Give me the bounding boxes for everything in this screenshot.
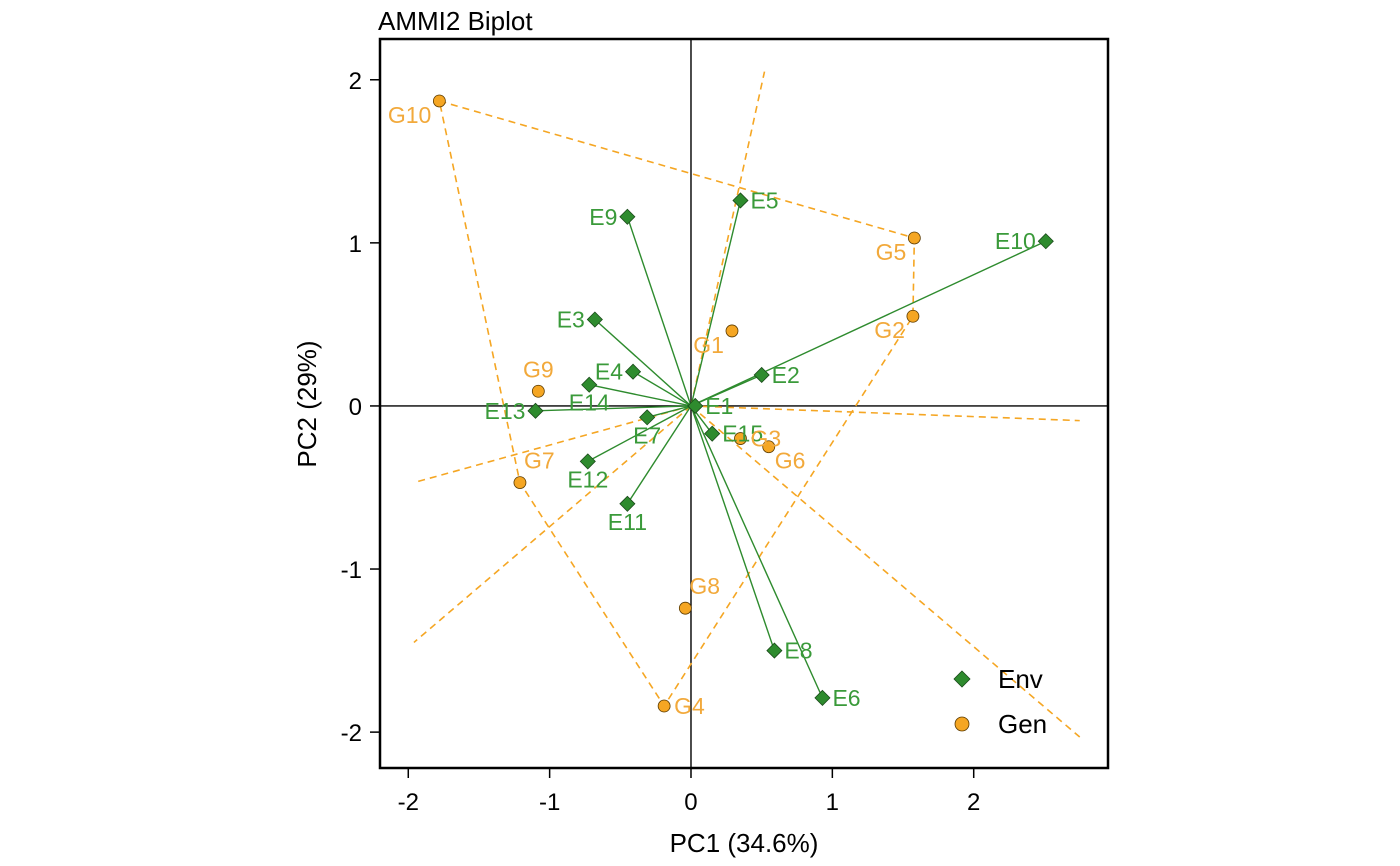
sector-ray-1 bbox=[690, 71, 766, 407]
sector-ray-3 bbox=[690, 405, 1081, 738]
env-point-e8 bbox=[766, 642, 783, 659]
env-label-e10: E10 bbox=[995, 228, 1036, 254]
env-label-e12: E12 bbox=[567, 466, 608, 492]
gen-label-g8: G8 bbox=[689, 573, 720, 599]
env-point-e10 bbox=[1037, 233, 1054, 250]
x-tick-label-3: 1 bbox=[826, 789, 839, 816]
x-tick-label-0: -2 bbox=[398, 789, 419, 816]
env-vector-e4 bbox=[632, 371, 692, 407]
legend-env-marker bbox=[953, 670, 971, 688]
env-label-e9: E9 bbox=[589, 204, 617, 230]
env-point-e12 bbox=[579, 453, 596, 470]
env-label-e1: E1 bbox=[705, 393, 733, 419]
env-vector-e5 bbox=[690, 200, 742, 407]
env-label-e2: E2 bbox=[772, 362, 800, 388]
env-vector-e11 bbox=[626, 405, 692, 505]
env-vector-e10 bbox=[690, 240, 1047, 407]
gen-point-g7 bbox=[513, 476, 527, 489]
x-tick-label-4: 2 bbox=[967, 789, 980, 816]
gen-label-g4: G4 bbox=[674, 693, 705, 719]
gen-point-g3 bbox=[734, 432, 747, 445]
x-tick-label-2: 0 bbox=[684, 789, 697, 816]
env-label-e7: E7 bbox=[633, 422, 661, 448]
sector-ray-2 bbox=[690, 405, 1080, 422]
env-label-e6: E6 bbox=[832, 685, 860, 711]
env-label-e11: E11 bbox=[608, 509, 647, 535]
env-point-e7 bbox=[639, 409, 656, 426]
gen-point-g4 bbox=[657, 699, 671, 713]
env-point-e2 bbox=[753, 366, 770, 384]
plot-frame bbox=[378, 37, 1110, 770]
sector-ray-4 bbox=[413, 405, 692, 644]
env-vector-e13 bbox=[535, 405, 692, 412]
env-vector-e9 bbox=[626, 216, 692, 407]
gen-label-g7: G7 bbox=[524, 448, 555, 474]
legend-gen-label: Gen bbox=[998, 709, 1047, 739]
gen-point-g8 bbox=[678, 601, 692, 615]
gen-label-g5: G5 bbox=[876, 239, 907, 265]
env-point-e4 bbox=[624, 363, 642, 380]
y-axis-title: PC2 (29%) bbox=[292, 340, 322, 467]
legend: Env Gen bbox=[953, 664, 1047, 739]
env-vector-e8 bbox=[690, 405, 776, 651]
gen-label-g6: G6 bbox=[775, 448, 806, 474]
legend-gen-marker bbox=[954, 716, 970, 732]
gen-label-g9: G9 bbox=[523, 356, 554, 382]
legend-env-label: Env bbox=[998, 664, 1043, 694]
gen-label-g1: G1 bbox=[693, 332, 724, 358]
y-tick-label-4: 2 bbox=[349, 68, 362, 95]
env-point-e13 bbox=[527, 402, 544, 419]
env-vector-e14 bbox=[589, 384, 692, 407]
convex-hull bbox=[438, 99, 916, 708]
env-vector-e3 bbox=[594, 318, 692, 407]
env-point-e5 bbox=[732, 192, 749, 209]
gen-point-g5 bbox=[907, 231, 921, 245]
env-label-e5: E5 bbox=[750, 187, 778, 213]
gen-point-g10 bbox=[432, 94, 446, 108]
env-point-e6 bbox=[814, 689, 831, 706]
gen-point-g6 bbox=[762, 440, 776, 454]
x-tick-label-1: -1 bbox=[539, 789, 560, 816]
env-vector-e7 bbox=[646, 405, 692, 419]
x-axis-title: PC1 (34.6%) bbox=[670, 828, 819, 858]
env-point-e14 bbox=[581, 376, 598, 393]
env-label-e8: E8 bbox=[784, 638, 812, 664]
env-label-e14: E14 bbox=[569, 390, 610, 416]
env-label-e15: E15 bbox=[722, 421, 763, 447]
env-label-e4: E4 bbox=[595, 359, 623, 385]
env-point-e1 bbox=[687, 397, 704, 415]
y-tick-label-0: -2 bbox=[341, 720, 362, 747]
env-point-e3 bbox=[586, 311, 603, 328]
env-label-e13: E13 bbox=[485, 398, 526, 424]
gen-point-g9 bbox=[531, 384, 545, 398]
gen-label-g10: G10 bbox=[388, 102, 431, 128]
chart-title: AMMI2 Biplot bbox=[378, 6, 533, 36]
y-tick-label-1: -1 bbox=[341, 557, 362, 584]
y-tick-label-2: 0 bbox=[349, 394, 362, 421]
gen-point-g1 bbox=[725, 324, 739, 338]
env-point-e9 bbox=[619, 208, 636, 225]
gen-label-g2: G2 bbox=[874, 317, 905, 343]
gen-point-g2 bbox=[906, 309, 920, 323]
env-vector-e12 bbox=[587, 405, 692, 463]
y-tick-label-3: 1 bbox=[349, 231, 362, 258]
env-point-e15 bbox=[704, 425, 721, 442]
env-label-e3: E3 bbox=[557, 307, 585, 333]
env-point-e11 bbox=[619, 495, 636, 512]
gen-label-g3: G3 bbox=[750, 426, 781, 452]
env-vector-e6 bbox=[690, 405, 824, 699]
